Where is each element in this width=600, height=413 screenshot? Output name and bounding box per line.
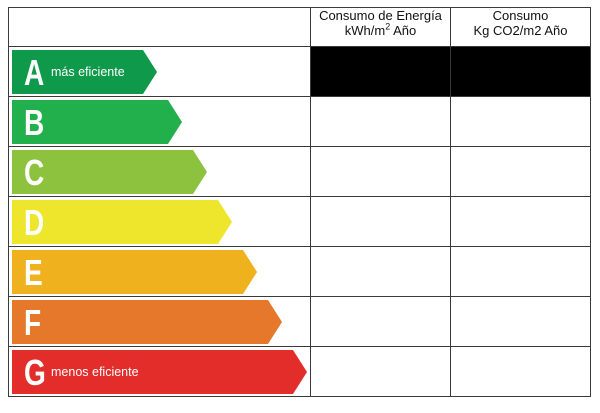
energy-value-cell-e bbox=[310, 246, 451, 297]
co2-value-cell-a bbox=[450, 46, 591, 97]
rating-row-d: D bbox=[8, 196, 591, 247]
co2-header-title: Consumo bbox=[492, 8, 549, 23]
energy-value-cell-b bbox=[310, 96, 451, 147]
header-row: Consumo de Energía kWh/m2 Año Consumo Kg… bbox=[8, 7, 591, 47]
rating-letter: F bbox=[24, 302, 42, 343]
energy-consumption-header: Consumo de Energía kWh/m2 Año bbox=[310, 7, 451, 47]
rating-arrow-b: B bbox=[12, 100, 182, 144]
energy-rating-table: Consumo de Energía kWh/m2 Año Consumo Kg… bbox=[8, 7, 591, 397]
co2-value-cell-f bbox=[450, 296, 591, 347]
co2-consumption-header: Consumo Kg CO2/m2 Año bbox=[450, 7, 591, 47]
rating-row-f: F bbox=[8, 296, 591, 347]
co2-value-cell-e bbox=[450, 246, 591, 297]
rating-tag: menos eficiente bbox=[51, 365, 139, 379]
rating-row-c: C bbox=[8, 146, 591, 197]
energy-value-cell-g bbox=[310, 346, 451, 397]
energy-header-unit-suffix: Año bbox=[390, 23, 417, 38]
co2-value-cell-c bbox=[450, 146, 591, 197]
energy-value-cell-c bbox=[310, 146, 451, 197]
rating-cell-b: B bbox=[8, 96, 311, 147]
rating-cell-d: D bbox=[8, 196, 311, 247]
rating-cell-f: F bbox=[8, 296, 311, 347]
rating-letter: A bbox=[24, 52, 45, 93]
energy-header-title: Consumo de Energía bbox=[319, 8, 442, 23]
rating-cell-e: E bbox=[8, 246, 311, 297]
header-empty-cell bbox=[8, 7, 311, 47]
rating-cell-c: C bbox=[8, 146, 311, 197]
rating-row-b: B bbox=[8, 96, 591, 147]
rating-row-e: E bbox=[8, 246, 591, 297]
energy-header-unit: kWh/m bbox=[344, 23, 386, 38]
co2-value-cell-b bbox=[450, 96, 591, 147]
rating-letter: E bbox=[24, 252, 43, 293]
rating-letter: D bbox=[24, 202, 45, 243]
rating-arrow-c: C bbox=[12, 150, 207, 194]
rating-letter: G bbox=[24, 352, 46, 393]
rating-arrow-e: E bbox=[12, 250, 257, 294]
energy-value-cell-f bbox=[310, 296, 451, 347]
rating-tag: más eficiente bbox=[51, 65, 125, 79]
rating-arrow-f: F bbox=[12, 300, 282, 344]
co2-value-cell-g bbox=[450, 346, 591, 397]
energy-value-cell-d bbox=[310, 196, 451, 247]
rating-letter: B bbox=[24, 102, 45, 143]
energy-header-unit-superscript: 2 bbox=[385, 21, 391, 32]
rating-letter: C bbox=[24, 152, 45, 193]
co2-value-cell-d bbox=[450, 196, 591, 247]
energy-value-cell-a bbox=[310, 46, 451, 97]
co2-header-unit: Kg CO2/m2 Año bbox=[473, 23, 568, 38]
rating-arrow-d: D bbox=[12, 200, 232, 244]
